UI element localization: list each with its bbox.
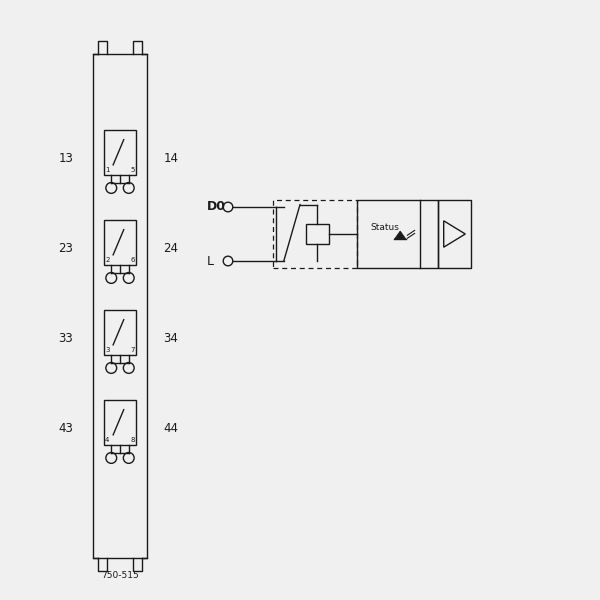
Text: 2: 2 <box>105 257 109 263</box>
Bar <box>104 400 136 445</box>
Bar <box>438 200 471 268</box>
Text: Status: Status <box>370 223 399 232</box>
Bar <box>306 224 329 244</box>
Text: 8: 8 <box>131 437 135 443</box>
Text: 13: 13 <box>59 152 73 166</box>
Text: 750-515: 750-515 <box>101 571 139 581</box>
Bar <box>104 220 136 265</box>
Bar <box>104 310 136 355</box>
Text: 1: 1 <box>105 167 109 173</box>
Text: 34: 34 <box>164 332 178 346</box>
Text: 44: 44 <box>163 422 179 436</box>
Text: 7: 7 <box>131 347 135 353</box>
Text: 5: 5 <box>131 167 135 173</box>
Text: 43: 43 <box>59 422 73 436</box>
Text: 24: 24 <box>163 242 179 256</box>
Text: 33: 33 <box>59 332 73 346</box>
Text: 14: 14 <box>163 152 179 166</box>
Bar <box>357 200 438 268</box>
Polygon shape <box>394 231 406 239</box>
Text: 4: 4 <box>105 437 109 443</box>
Text: L: L <box>207 254 214 268</box>
Bar <box>104 130 136 175</box>
Bar <box>273 200 357 268</box>
Bar <box>93 54 147 558</box>
Text: 23: 23 <box>59 242 73 256</box>
Text: D0: D0 <box>207 200 226 214</box>
Text: 6: 6 <box>131 257 135 263</box>
Text: 3: 3 <box>105 347 109 353</box>
